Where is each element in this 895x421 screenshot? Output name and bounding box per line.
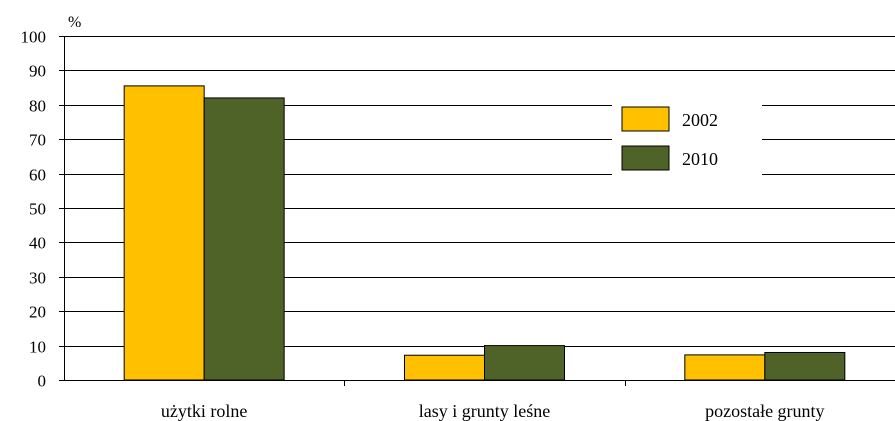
x-category-label: użytki rolne — [161, 401, 247, 421]
legend-label-2002: 2002 — [682, 110, 718, 130]
y-tick-label: 40 — [29, 234, 46, 253]
legend-swatch-2002 — [621, 106, 670, 132]
y-tick-label: 80 — [29, 97, 46, 116]
legend-label-2010: 2010 — [682, 149, 718, 169]
bar-2010-3 — [764, 351, 846, 381]
axes — [59, 36, 895, 386]
y-axis-unit-label: % — [68, 14, 81, 31]
bar-2010-2 — [484, 345, 565, 381]
y-tick-labels: 0 10 20 30 40 50 60 70 80 90 100 — [21, 28, 47, 391]
y-tick-label: 100 — [21, 28, 47, 47]
y-tick-label: 50 — [29, 200, 46, 219]
y-tick-label: 10 — [29, 338, 46, 357]
bar-2010-1 — [203, 97, 285, 381]
x-category-labels: użytki rolne lasy i grunty leśne pozostałe… — [161, 401, 825, 421]
legend: 2002 2010 — [612, 100, 762, 184]
y-tick-label: 0 — [38, 372, 47, 391]
bar-2002-3 — [684, 354, 766, 381]
legend-swatch-2010 — [621, 145, 670, 171]
y-tick-label: 30 — [29, 269, 46, 288]
y-tick-label: 60 — [29, 166, 46, 185]
y-tick-label: 90 — [29, 62, 46, 81]
x-category-label: pozostałe grunty — [705, 401, 824, 421]
x-category-label: lasy i grunty leśne — [419, 401, 550, 421]
bar-2002-1 — [123, 85, 205, 381]
y-tick-label: 20 — [29, 303, 46, 322]
y-tick-label: 70 — [29, 131, 46, 150]
bar-2002-2 — [404, 354, 485, 381]
